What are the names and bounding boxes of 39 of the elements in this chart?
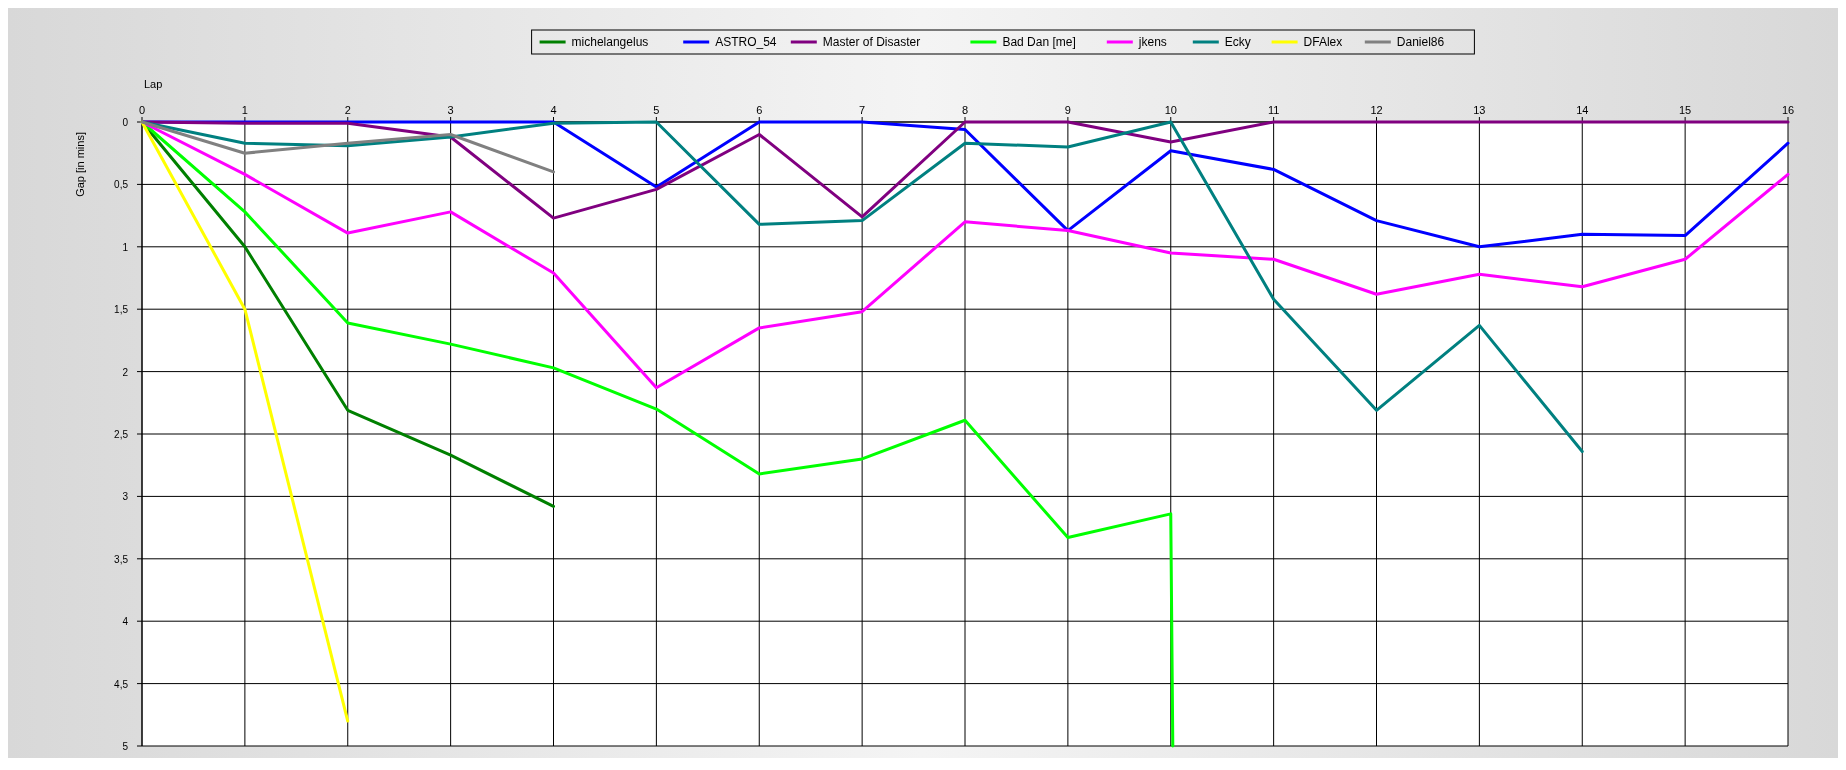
y-tick-label: 0,5 <box>114 179 129 191</box>
x-tick-label: 14 <box>1576 104 1589 116</box>
x-tick-label: 3 <box>447 104 454 116</box>
x-tick-label: 4 <box>550 104 557 116</box>
x-tick-label: 2 <box>344 104 351 116</box>
y-axis-title: Gap [in mins] <box>74 132 86 197</box>
y-tick-label: 2,5 <box>114 429 129 440</box>
y-tick-label: 3 <box>122 491 129 503</box>
x-tick-label: 8 <box>961 104 969 116</box>
legend-label: jkens <box>1137 35 1167 49</box>
x-tick-label: 1 <box>241 104 248 116</box>
line-series <box>140 120 555 174</box>
x-tick-label: 6 <box>756 104 763 116</box>
legend-label: Ecky <box>1224 35 1251 49</box>
legend-label: DFAlex <box>1303 35 1343 49</box>
legend-label: Daniel86 <box>1396 35 1445 49</box>
y-tick-label: 5 <box>122 741 129 752</box>
legend-label: Bad Dan [me] <box>1002 35 1076 49</box>
y-tick-label: 4,5 <box>114 678 129 690</box>
x-tick-label: 9 <box>1064 104 1071 116</box>
x-tick-label: 11 <box>1267 104 1280 116</box>
y-tick-label: 0 <box>122 117 129 128</box>
x-tick-label: 0 <box>138 104 146 116</box>
x-tick-label: 10 <box>1164 104 1177 116</box>
x-tick-label: 15 <box>1679 104 1692 116</box>
x-tick-label: 16 <box>1781 104 1795 116</box>
x-axis-title: Lap <box>144 78 163 90</box>
legend-label: michelangelus <box>571 35 649 49</box>
y-tick-label: 1,5 <box>114 304 129 316</box>
x-tick-label: 13 <box>1473 104 1486 116</box>
x-tick-label: 7 <box>859 104 866 116</box>
legend-label: Master of Disaster <box>822 35 921 49</box>
y-tick-label: 2 <box>122 366 129 378</box>
x-tick-label: 12 <box>1370 104 1383 116</box>
y-tick-label: 3,5 <box>114 553 129 565</box>
y-tick-label: 4 <box>122 616 129 628</box>
x-tick-label: 5 <box>653 104 660 116</box>
y-tick-label: 1 <box>122 241 129 253</box>
legend-label: ASTRO_54 <box>715 35 777 49</box>
